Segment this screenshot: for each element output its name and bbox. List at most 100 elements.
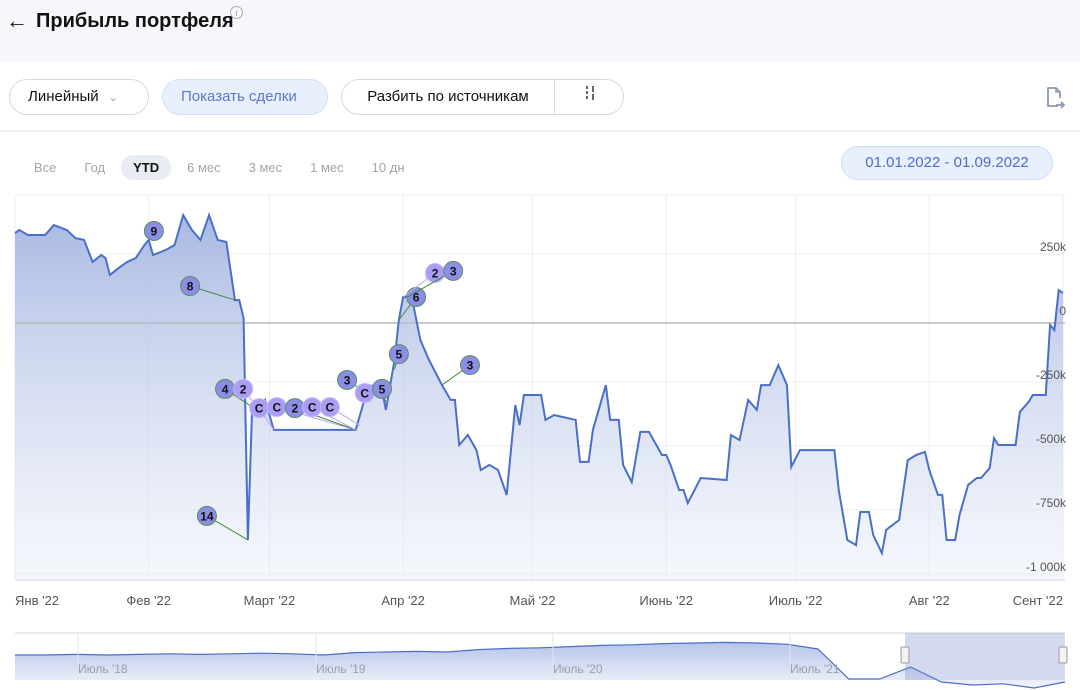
trade-marker-sell xyxy=(425,262,446,283)
trade-marker-label: 14 xyxy=(200,509,214,523)
split-group: Разбить по источникам xyxy=(341,79,624,115)
trade-marker-buy xyxy=(215,378,236,399)
profit-area xyxy=(15,215,1063,580)
settings-sliders-icon[interactable] xyxy=(555,80,625,114)
trade-marker-buy xyxy=(180,276,201,296)
x-tick-label: Май '22 xyxy=(510,593,556,608)
trade-marker-label: 5 xyxy=(379,382,386,396)
trade-marker-link xyxy=(381,388,387,403)
chevron-down-icon: ⌄ xyxy=(108,92,118,104)
chart-type-label: Линейный xyxy=(28,88,99,105)
navigator-label: Июль '21 xyxy=(790,662,840,676)
split-by-sources-button[interactable]: Разбить по источникам xyxy=(342,80,555,114)
trade-marker-label: 3 xyxy=(467,359,474,373)
chart-type-dropdown[interactable]: Линейный ⌄ xyxy=(9,79,149,115)
profit-line xyxy=(14,212,1064,557)
trade-marker-label: 9 xyxy=(151,224,158,238)
trade-marker-link xyxy=(276,406,356,431)
y-tick-label: -1 000k xyxy=(1026,560,1067,574)
trade-marker-label: C xyxy=(255,402,264,416)
y-tick-label: -500k xyxy=(1036,432,1067,446)
range-all[interactable]: Все xyxy=(34,160,57,175)
trade-marker-link xyxy=(258,407,275,431)
y-tick-label: 0 xyxy=(1059,304,1066,318)
trade-marker-link xyxy=(206,515,249,541)
y-tick-label: -250k xyxy=(1036,368,1067,382)
x-tick-label: Июнь '22 xyxy=(639,593,693,608)
y-tick-label: 250k xyxy=(1040,240,1067,254)
trade-marker-buy xyxy=(284,398,305,419)
x-tick-label: Апр '22 xyxy=(381,593,425,608)
trade-marker-link xyxy=(441,364,471,386)
trade-marker-buy xyxy=(196,505,217,526)
trade-marker-link xyxy=(398,296,417,321)
trade-marker-label: C xyxy=(272,401,281,415)
trade-marker-label: 3 xyxy=(450,264,457,278)
trade-marker-label: 4 xyxy=(222,382,229,396)
range-6m[interactable]: 6 мес xyxy=(187,160,221,175)
trade-marker-link xyxy=(364,392,370,401)
trade-marker-sell xyxy=(354,383,375,404)
trade-marker-sell xyxy=(302,397,323,418)
trade-marker-buy xyxy=(406,287,427,308)
trade-marker-link xyxy=(224,388,257,411)
trade-marker-label: 3 xyxy=(344,373,351,387)
trade-marker-label: 6 xyxy=(413,291,420,305)
trade-marker-sell xyxy=(249,398,270,419)
trade-marker-link xyxy=(189,285,236,301)
navigator-handle[interactable] xyxy=(900,646,910,664)
navigator-label: Июль '20 xyxy=(553,662,603,676)
trade-marker-buy xyxy=(372,378,393,399)
trade-marker-link xyxy=(311,406,356,431)
trade-marker-buy xyxy=(388,344,409,365)
trade-marker-label: 2 xyxy=(432,266,439,280)
x-tick-label: Сент '22 xyxy=(1013,593,1063,608)
page-title: Прибыль портфеля xyxy=(36,10,234,32)
trade-marker-link xyxy=(394,353,400,370)
x-tick-label: Фев '22 xyxy=(126,593,171,608)
range-year[interactable]: Год xyxy=(84,160,106,175)
trade-marker-label: C xyxy=(360,387,369,401)
trade-marker-label: 5 xyxy=(395,348,402,362)
trade-marker-label: 2 xyxy=(240,382,247,396)
trade-marker-link xyxy=(294,407,356,431)
back-arrow-icon[interactable]: ← xyxy=(6,8,28,33)
range-3m[interactable]: 3 мес xyxy=(248,160,283,175)
x-tick-label: Июль '22 xyxy=(769,593,823,608)
navigator-handle[interactable] xyxy=(1058,646,1068,664)
page-header: ← Прибыль портфеля i xyxy=(0,0,1080,62)
trade-marker-link xyxy=(402,272,436,298)
export-file-icon[interactable] xyxy=(1044,86,1066,110)
trade-marker-sell xyxy=(266,397,287,418)
navigator-area xyxy=(15,642,1065,688)
trade-marker-label: 2 xyxy=(292,402,299,416)
trade-marker-link xyxy=(242,388,266,419)
y-tick-label: -750k xyxy=(1036,496,1067,510)
navigator-label: Июль '18 xyxy=(78,662,128,676)
trade-marker-buy xyxy=(337,369,358,390)
navigator-label: Июль '19 xyxy=(316,662,366,676)
range-10d[interactable]: 10 дн xyxy=(371,160,405,175)
navigator-selection[interactable] xyxy=(905,633,1065,680)
toolbar: Линейный ⌄ Показать сделки Разбить по ист… xyxy=(0,62,1080,132)
info-icon[interactable]: i xyxy=(230,6,243,19)
x-tick-label: Янв '22 xyxy=(15,593,59,608)
trade-marker-label: 8 xyxy=(187,280,194,294)
trade-marker-link xyxy=(407,270,454,298)
x-tick-label: Авг '22 xyxy=(909,593,950,608)
trade-marker-label: C xyxy=(308,401,317,415)
trade-marker-link xyxy=(346,379,369,396)
trade-marker-link xyxy=(329,406,361,426)
date-range-picker[interactable]: 01.01.2022 - 01.09.2022 xyxy=(841,146,1053,180)
range-tabs: Все Год YTD 6 мес 3 мес 1 мес 10 дн xyxy=(22,155,421,180)
range-ytd[interactable]: YTD xyxy=(121,155,172,180)
range-1m[interactable]: 1 мес xyxy=(310,160,344,175)
x-tick-label: Март '22 xyxy=(244,593,296,608)
trade-marker-buy xyxy=(143,220,164,241)
trade-marker-label: C xyxy=(325,401,334,415)
trade-marker-buy xyxy=(443,260,464,281)
trade-marker-sell xyxy=(319,397,340,418)
navigator-line xyxy=(15,641,1066,689)
show-trades-button[interactable]: Показать сделки xyxy=(162,79,328,115)
trade-marker-link xyxy=(152,230,155,242)
